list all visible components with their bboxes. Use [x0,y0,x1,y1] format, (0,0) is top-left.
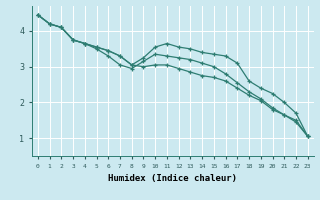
X-axis label: Humidex (Indice chaleur): Humidex (Indice chaleur) [108,174,237,183]
